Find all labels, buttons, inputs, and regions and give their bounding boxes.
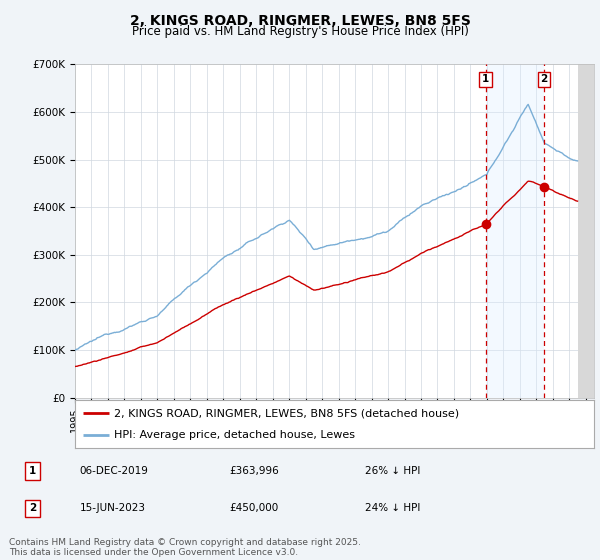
Text: 24% ↓ HPI: 24% ↓ HPI <box>365 503 420 513</box>
Text: 15-JUN-2023: 15-JUN-2023 <box>79 503 146 513</box>
Text: £450,000: £450,000 <box>229 503 278 513</box>
Text: 1: 1 <box>29 466 36 476</box>
Text: 06-DEC-2019: 06-DEC-2019 <box>79 466 148 476</box>
Text: 26% ↓ HPI: 26% ↓ HPI <box>365 466 420 476</box>
Text: 2: 2 <box>29 503 36 513</box>
Bar <box>485 64 544 398</box>
Text: 2, KINGS ROAD, RINGMER, LEWES, BN8 5FS: 2, KINGS ROAD, RINGMER, LEWES, BN8 5FS <box>130 14 470 28</box>
Text: Contains HM Land Registry data © Crown copyright and database right 2025.
This d: Contains HM Land Registry data © Crown c… <box>9 538 361 557</box>
Text: HPI: Average price, detached house, Lewes: HPI: Average price, detached house, Lewe… <box>114 430 355 440</box>
Text: 2, KINGS ROAD, RINGMER, LEWES, BN8 5FS (detached house): 2, KINGS ROAD, RINGMER, LEWES, BN8 5FS (… <box>114 408 459 418</box>
Text: 1: 1 <box>482 74 489 85</box>
Text: £363,996: £363,996 <box>229 466 279 476</box>
Text: Price paid vs. HM Land Registry's House Price Index (HPI): Price paid vs. HM Land Registry's House … <box>131 25 469 38</box>
Bar <box>578 64 594 398</box>
Text: 2: 2 <box>540 74 548 85</box>
